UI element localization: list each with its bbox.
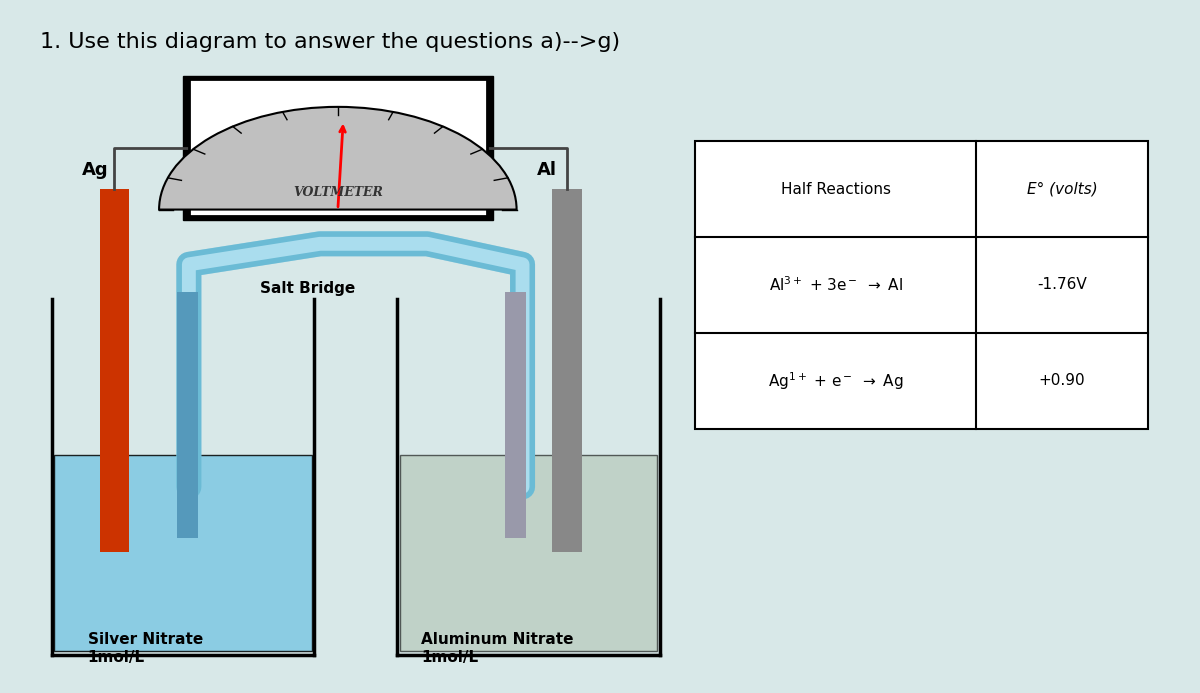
Text: Half Reactions: Half Reactions bbox=[781, 182, 890, 197]
Wedge shape bbox=[160, 107, 516, 209]
Text: VOLTMETER: VOLTMETER bbox=[293, 186, 383, 200]
FancyBboxPatch shape bbox=[695, 141, 1148, 429]
Text: +0.90: +0.90 bbox=[1039, 374, 1086, 388]
FancyBboxPatch shape bbox=[100, 189, 130, 552]
FancyBboxPatch shape bbox=[188, 80, 487, 216]
Text: Al: Al bbox=[536, 161, 557, 179]
Text: Ag: Ag bbox=[82, 161, 108, 179]
FancyBboxPatch shape bbox=[400, 455, 658, 651]
Text: Salt Bridge: Salt Bridge bbox=[260, 281, 355, 296]
Text: 1. Use this diagram to answer the questions a)-->g): 1. Use this diagram to answer the questi… bbox=[40, 32, 620, 51]
Text: E° (volts): E° (volts) bbox=[1027, 182, 1098, 197]
Text: Al$^{3+}$ + 3e$^-$ $\rightarrow$ Al: Al$^{3+}$ + 3e$^-$ $\rightarrow$ Al bbox=[769, 276, 902, 295]
FancyBboxPatch shape bbox=[54, 455, 312, 651]
FancyBboxPatch shape bbox=[176, 292, 198, 538]
Text: Aluminum Nitrate
1mol/L: Aluminum Nitrate 1mol/L bbox=[421, 633, 574, 665]
Text: Silver Nitrate
1mol/L: Silver Nitrate 1mol/L bbox=[88, 633, 203, 665]
FancyBboxPatch shape bbox=[505, 292, 526, 538]
Text: -1.76V: -1.76V bbox=[1037, 277, 1087, 292]
FancyBboxPatch shape bbox=[552, 189, 582, 552]
Text: Ag$^{1+}$ + e$^-$ $\rightarrow$ Ag: Ag$^{1+}$ + e$^-$ $\rightarrow$ Ag bbox=[768, 370, 904, 392]
FancyBboxPatch shape bbox=[182, 76, 493, 220]
